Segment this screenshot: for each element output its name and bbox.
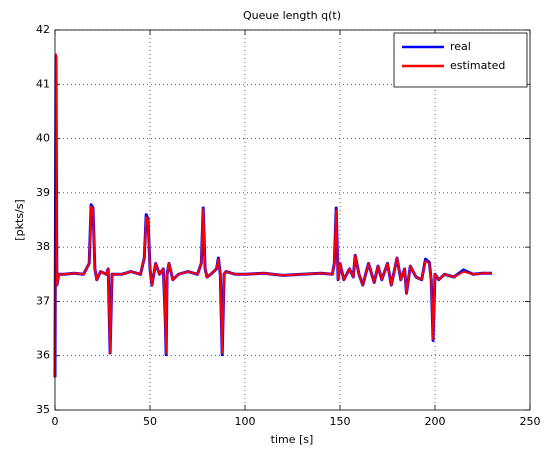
x-tick-label: 200 — [425, 415, 446, 428]
y-tick-label: 37 — [36, 294, 50, 307]
x-tick-label: 50 — [143, 415, 157, 428]
y-tick-label: 40 — [36, 132, 50, 145]
x-tick-label: 0 — [52, 415, 59, 428]
y-axis-label: [pkts/s] — [13, 199, 26, 240]
data-line — [54, 53, 492, 378]
y-tick-label: 41 — [36, 77, 50, 90]
plot-frame — [54, 29, 531, 411]
legend-label: estimated — [450, 59, 505, 72]
y-tick-label: 36 — [36, 349, 50, 362]
y-tick-label: 35 — [36, 403, 50, 416]
x-tick-label: 250 — [520, 415, 541, 428]
y-tick-label: 38 — [36, 240, 50, 253]
chart-title: Queue length q(t) — [243, 9, 341, 22]
y-tick-label: 39 — [36, 186, 50, 199]
legend-label: real — [450, 40, 471, 53]
y-tick-label: 42 — [36, 23, 50, 36]
x-tick-label: 150 — [330, 415, 351, 428]
x-axis-label: time [s] — [271, 433, 314, 446]
legend-box — [393, 32, 528, 88]
x-tick-label: 100 — [235, 415, 256, 428]
legend: real estimated — [393, 32, 528, 88]
